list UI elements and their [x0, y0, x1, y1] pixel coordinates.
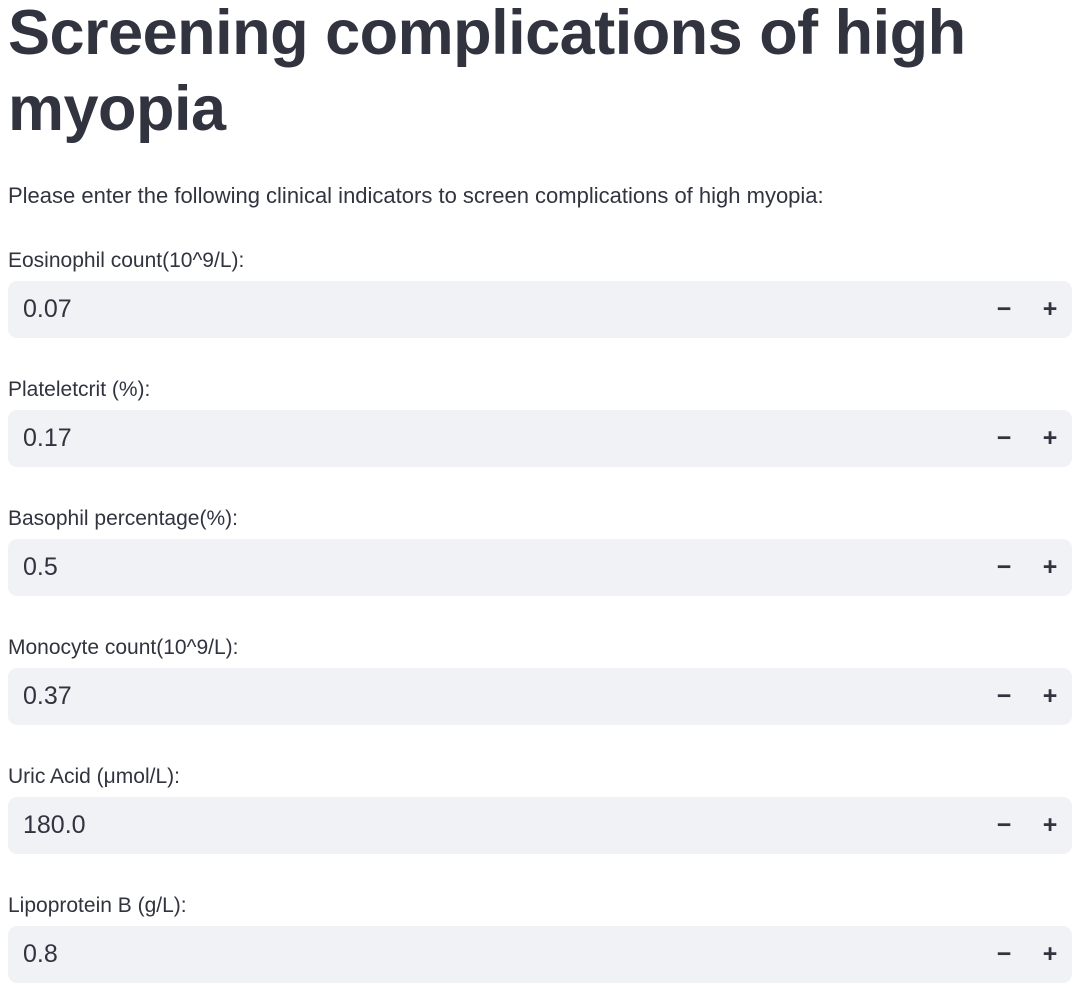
decrement-button-lipoprotein-b[interactable]: − [980, 926, 1028, 983]
number-input-plateletcrit: − + [8, 410, 1072, 468]
increment-button-eosinophil-count[interactable]: + [1028, 281, 1072, 338]
intro-text: Please enter the following clinical indi… [8, 183, 824, 209]
number-input-value-uric-acid[interactable] [8, 797, 980, 855]
increment-button-lipoprotein-b[interactable]: + [1028, 926, 1072, 983]
increment-button-monocyte-count[interactable]: + [1028, 668, 1072, 725]
increment-button-plateletcrit[interactable]: + [1028, 410, 1072, 467]
field-label-uric-acid: Uric Acid (μmol/L): [8, 765, 180, 789]
decrement-button-plateletcrit[interactable]: − [980, 410, 1028, 467]
field-group-plateletcrit: Plateletcrit (%): − + [8, 376, 1072, 468]
field-group-eosinophil-count: Eosinophil count(10^9/L): − + [8, 247, 1072, 339]
decrement-button-uric-acid[interactable]: − [980, 797, 1028, 854]
number-input-uric-acid: − + [8, 797, 1072, 855]
increment-button-basophil-percentage[interactable]: + [1028, 539, 1072, 596]
field-label-eosinophil-count: Eosinophil count(10^9/L): [8, 249, 245, 273]
field-label-lipoprotein-b: Lipoprotein B (g/L): [8, 894, 187, 918]
field-group-lipoprotein-b: Lipoprotein B (g/L): − + [8, 892, 1072, 984]
number-input-basophil-percentage: − + [8, 539, 1072, 597]
field-group-monocyte-count: Monocyte count(10^9/L): − + [8, 634, 1072, 726]
number-input-value-lipoprotein-b[interactable] [8, 926, 980, 984]
decrement-button-eosinophil-count[interactable]: − [980, 281, 1028, 338]
field-group-basophil-percentage: Basophil percentage(%): − + [8, 505, 1072, 597]
number-input-eosinophil-count: − + [8, 281, 1072, 339]
number-input-value-basophil-percentage[interactable] [8, 539, 980, 597]
decrement-button-monocyte-count[interactable]: − [980, 668, 1028, 725]
number-input-value-monocyte-count[interactable] [8, 668, 980, 726]
number-input-value-eosinophil-count[interactable] [8, 281, 980, 339]
field-label-basophil-percentage: Basophil percentage(%): [8, 507, 238, 531]
number-input-lipoprotein-b: − + [8, 926, 1072, 984]
page-title: Screening complications of high myopia [8, 0, 966, 144]
field-label-monocyte-count: Monocyte count(10^9/L): [8, 636, 239, 660]
field-group-uric-acid: Uric Acid (μmol/L): − + [8, 763, 1072, 855]
number-input-value-plateletcrit[interactable] [8, 410, 980, 468]
field-label-plateletcrit: Plateletcrit (%): [8, 378, 151, 402]
increment-button-uric-acid[interactable]: + [1028, 797, 1072, 854]
number-input-monocyte-count: − + [8, 668, 1072, 726]
decrement-button-basophil-percentage[interactable]: − [980, 539, 1028, 596]
